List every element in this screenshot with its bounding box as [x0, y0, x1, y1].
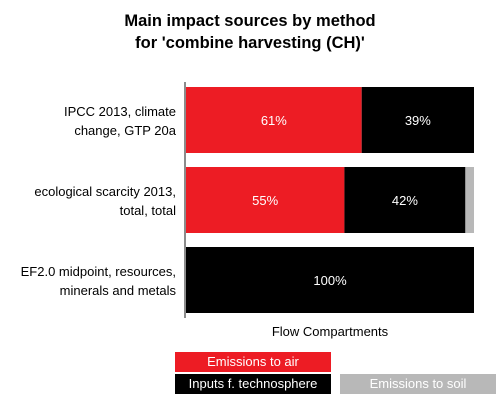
- data-label-0-0: 61%: [261, 113, 287, 128]
- data-label-2-1: 100%: [313, 273, 347, 288]
- bar-segment-1-0: [186, 167, 345, 233]
- legend-item-emissions-to-air: Emissions to air: [175, 352, 331, 372]
- bar-segment-0-1: [361, 87, 474, 153]
- bar-segment-1-2: [465, 167, 474, 233]
- legend-item-inputs-technosphere: Inputs f. technosphere: [175, 374, 331, 394]
- category-label-1-line-2: total, total: [120, 203, 176, 218]
- bar-segment-0-0: [186, 87, 362, 153]
- chart-title: Main impact sources by method for 'combi…: [0, 10, 500, 54]
- x-axis-label: Flow Compartments: [272, 324, 389, 339]
- category-label-0-line-1: IPCC 2013, climate: [64, 104, 176, 119]
- category-label-1-line-1: ecological scarcity 2013,: [34, 184, 176, 199]
- category-label-0-line-2: change, GTP 20a: [74, 123, 176, 138]
- bar-segment-1-1: [344, 167, 466, 233]
- data-label-1-0: 55%: [252, 193, 278, 208]
- bar-segment-2-1: [186, 247, 474, 313]
- data-label-0-1: 39%: [405, 113, 431, 128]
- chart-title-line-1: Main impact sources by method: [124, 12, 376, 30]
- legend-item-emissions-to-soil: Emissions to soil: [340, 374, 496, 394]
- category-label-2-line-2: minerals and metals: [60, 283, 177, 298]
- chart-title-line-2: for 'combine harvesting (CH)': [135, 34, 365, 52]
- category-label-2-line-1: EF2.0 midpoint, resources,: [21, 264, 176, 279]
- data-label-1-1: 42%: [392, 193, 418, 208]
